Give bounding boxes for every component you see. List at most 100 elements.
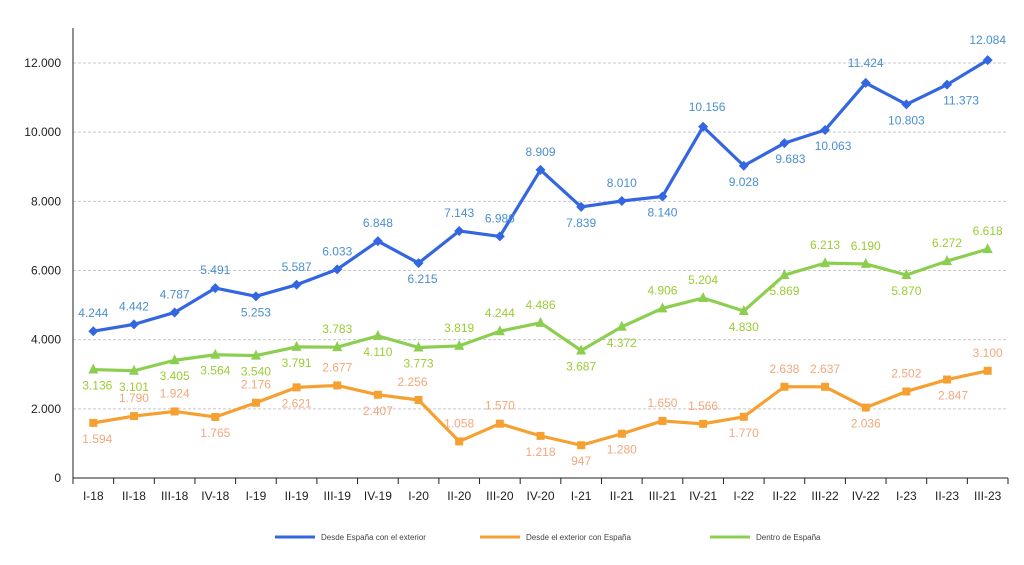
data-point bbox=[250, 291, 261, 302]
y-tick-label: 12.000 bbox=[24, 56, 61, 70]
x-tick-labels: I-18 II-18 III-18 IV-18 I-19 II-19 III-19 IV-19… bbox=[83, 489, 1002, 503]
data-label: 11.424 bbox=[848, 56, 884, 70]
data-label: 6.618 bbox=[973, 224, 1003, 238]
data-label: 1.058 bbox=[444, 416, 474, 430]
data-point bbox=[292, 383, 301, 392]
data-point bbox=[658, 416, 667, 425]
data-label: 6.190 bbox=[851, 239, 881, 253]
data-label: 6.272 bbox=[932, 236, 962, 250]
data-point bbox=[210, 348, 221, 359]
data-point bbox=[942, 255, 953, 266]
data-point bbox=[698, 121, 709, 132]
x-tick-label: I-21 bbox=[571, 489, 592, 503]
data-label: 2.407 bbox=[363, 404, 393, 418]
data-label: 10.063 bbox=[815, 139, 852, 153]
data-label: 10.803 bbox=[888, 113, 925, 127]
data-point bbox=[577, 441, 586, 450]
data-point bbox=[251, 398, 260, 407]
y-tick-label: 6.000 bbox=[31, 264, 61, 278]
x-tick-label: IV-21 bbox=[689, 489, 717, 503]
data-label: 6.213 bbox=[810, 238, 840, 252]
y-tick-label: 0 bbox=[54, 471, 61, 485]
x-tick-label: I-18 bbox=[83, 489, 104, 503]
data-point bbox=[861, 403, 870, 412]
data-label: 2.638 bbox=[769, 362, 799, 376]
data-label: 7.143 bbox=[444, 206, 474, 220]
data-label: 2.847 bbox=[938, 389, 968, 403]
data-point bbox=[332, 264, 343, 275]
data-point bbox=[779, 138, 790, 149]
data-point bbox=[536, 431, 545, 440]
x-tick-label: II-18 bbox=[122, 489, 146, 503]
y-tick-label: 8.000 bbox=[31, 194, 61, 208]
data-label: 8.909 bbox=[525, 145, 555, 159]
data-label: 11.373 bbox=[943, 94, 979, 108]
data-label: 4.830 bbox=[729, 320, 759, 334]
data-point bbox=[372, 329, 383, 340]
x-tick-label: III-21 bbox=[649, 489, 677, 503]
x-tick-label: IV-18 bbox=[201, 489, 229, 503]
data-point bbox=[821, 382, 830, 391]
data-point bbox=[250, 349, 261, 360]
data-point bbox=[983, 366, 992, 375]
data-label: 4.906 bbox=[647, 283, 677, 297]
data-point bbox=[454, 339, 465, 350]
data-point bbox=[88, 326, 99, 337]
data-point bbox=[332, 341, 343, 352]
data-label: 1.566 bbox=[688, 399, 718, 413]
data-point bbox=[373, 390, 382, 399]
data-label: 1.770 bbox=[729, 426, 759, 440]
data-point bbox=[860, 77, 871, 88]
x-tick-label: IV-19 bbox=[364, 489, 392, 503]
data-point bbox=[820, 257, 831, 268]
data-label: 1.790 bbox=[119, 391, 149, 405]
data-point bbox=[820, 124, 831, 135]
data-label: 4.244 bbox=[78, 306, 108, 320]
y-tick-label: 2.000 bbox=[31, 402, 61, 416]
data-label: 3.101 bbox=[119, 380, 149, 394]
data-label: 5.869 bbox=[769, 284, 799, 298]
data-label: 3.783 bbox=[322, 322, 352, 336]
data-point bbox=[210, 283, 221, 294]
data-label: 8.140 bbox=[647, 205, 677, 219]
data-label: 5.870 bbox=[891, 284, 921, 298]
data-label: 4.372 bbox=[607, 336, 637, 350]
data-label: 9.028 bbox=[729, 175, 759, 189]
data-label: 2.637 bbox=[810, 362, 840, 376]
data-label: 4.110 bbox=[363, 345, 392, 359]
data-label: 5.253 bbox=[241, 305, 271, 319]
data-point bbox=[494, 231, 505, 242]
data-point bbox=[535, 164, 546, 175]
data-label: 3.100 bbox=[973, 346, 1003, 360]
data-point bbox=[170, 407, 179, 416]
data-label: 3.136 bbox=[82, 379, 112, 393]
data-label: 9.683 bbox=[775, 152, 805, 166]
data-point bbox=[942, 79, 953, 90]
data-point bbox=[291, 279, 302, 290]
x-tick-label: II-20 bbox=[447, 489, 471, 503]
x-tick-label: II-21 bbox=[610, 489, 634, 503]
x-tick-label: III-22 bbox=[811, 489, 839, 503]
data-label: 6.986 bbox=[485, 211, 515, 225]
data-label: 4.787 bbox=[160, 287, 190, 301]
data-label: 947 bbox=[571, 454, 591, 468]
data-point bbox=[943, 375, 952, 384]
x-tick-label: II-22 bbox=[772, 489, 796, 503]
data-label: 3.687 bbox=[566, 359, 596, 373]
data-label: 2.677 bbox=[322, 360, 352, 374]
data-label: 3.819 bbox=[444, 321, 474, 335]
data-label: 1.650 bbox=[647, 396, 677, 410]
data-label: 5.204 bbox=[688, 273, 718, 287]
data-point bbox=[860, 257, 871, 268]
data-label: 2.621 bbox=[282, 396, 312, 410]
data-point bbox=[780, 382, 789, 391]
data-point bbox=[333, 381, 342, 390]
y-tick-label: 4.000 bbox=[31, 333, 61, 347]
data-label: 2.256 bbox=[398, 375, 428, 389]
data-point bbox=[494, 325, 505, 336]
data-point bbox=[738, 304, 749, 315]
series-markers bbox=[88, 55, 993, 450]
grid-lines bbox=[73, 62, 1008, 410]
data-label: 4.442 bbox=[119, 299, 149, 313]
